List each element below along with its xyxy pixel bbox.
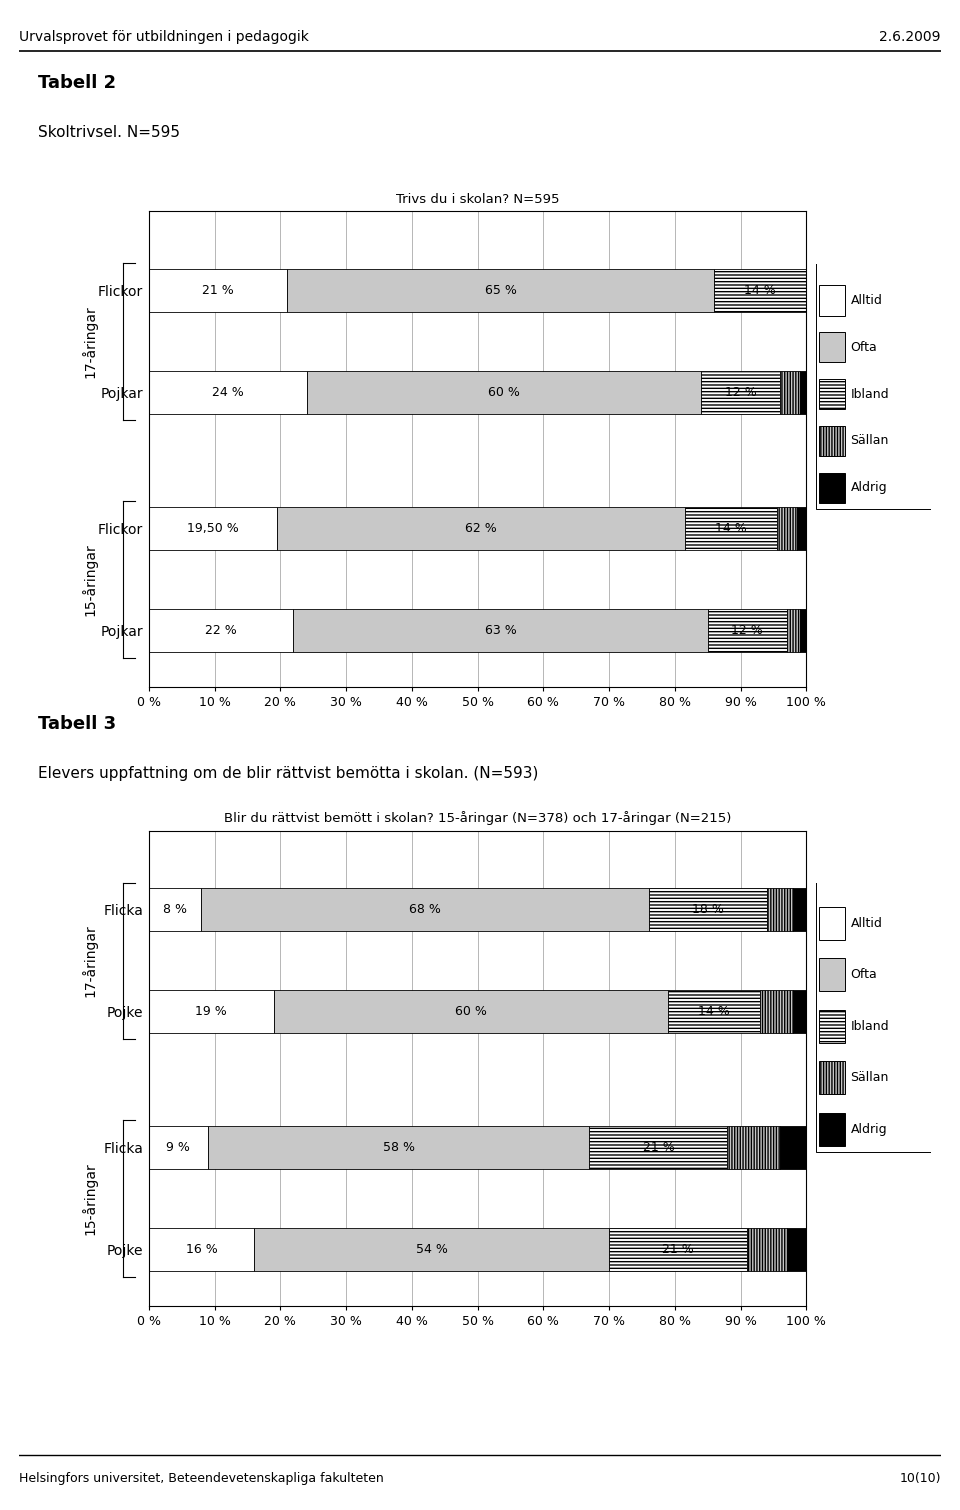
Bar xyxy=(701,371,780,414)
Text: 15-åringar: 15-åringar xyxy=(82,1163,98,1235)
Text: 21 %: 21 % xyxy=(662,1243,694,1256)
Bar xyxy=(820,332,845,362)
Bar xyxy=(208,1126,589,1169)
Text: 65 %: 65 % xyxy=(485,284,516,297)
Bar xyxy=(287,269,714,313)
Text: Alltid: Alltid xyxy=(851,294,882,307)
Bar xyxy=(820,285,845,316)
Text: 10(10): 10(10) xyxy=(900,1472,941,1486)
Text: 12 %: 12 % xyxy=(725,387,756,399)
Text: 58 %: 58 % xyxy=(383,1142,415,1154)
Bar xyxy=(149,507,277,550)
Bar xyxy=(254,1228,610,1271)
Text: 60 %: 60 % xyxy=(455,1006,487,1018)
Bar xyxy=(786,1228,806,1271)
Bar xyxy=(202,888,649,932)
Bar xyxy=(149,888,202,932)
Text: 63 %: 63 % xyxy=(485,624,516,637)
Text: 14 %: 14 % xyxy=(745,284,777,297)
Text: 15-åringar: 15-åringar xyxy=(82,544,98,616)
Bar xyxy=(816,882,931,1152)
Text: 62 %: 62 % xyxy=(465,522,496,535)
Bar xyxy=(649,888,767,932)
Bar xyxy=(149,1228,254,1271)
Bar xyxy=(274,991,668,1033)
Text: 22 %: 22 % xyxy=(205,624,237,637)
Bar xyxy=(277,507,684,550)
Title: Trivs du i skolan? N=595: Trivs du i skolan? N=595 xyxy=(396,193,560,205)
Bar xyxy=(793,888,806,932)
Text: 8 %: 8 % xyxy=(163,903,187,917)
Bar xyxy=(820,957,845,991)
Text: Ibland: Ibland xyxy=(851,388,889,400)
Bar xyxy=(610,1228,747,1271)
Text: 9 %: 9 % xyxy=(166,1142,190,1154)
Bar xyxy=(714,269,806,313)
Bar xyxy=(820,1062,845,1095)
Text: Alltid: Alltid xyxy=(851,917,882,930)
Text: 2.6.2009: 2.6.2009 xyxy=(879,30,941,44)
Text: 54 %: 54 % xyxy=(416,1243,447,1256)
Text: Ofta: Ofta xyxy=(851,341,877,353)
Text: Urvalsprovet för utbildningen i pedagogik: Urvalsprovet för utbildningen i pedagogi… xyxy=(19,30,309,44)
Text: 19,50 %: 19,50 % xyxy=(187,522,239,535)
Text: 24 %: 24 % xyxy=(212,387,244,399)
Text: Elevers uppfattning om de blir rättvist bemötta i skolan. (N=593): Elevers uppfattning om de blir rättvist … xyxy=(38,766,539,781)
Text: 60 %: 60 % xyxy=(488,387,520,399)
Bar xyxy=(820,379,845,409)
Text: 17-åringar: 17-åringar xyxy=(82,924,98,997)
Bar xyxy=(797,507,806,550)
Bar xyxy=(780,371,800,414)
Text: Sällan: Sällan xyxy=(851,1071,889,1084)
Text: 21 %: 21 % xyxy=(642,1142,674,1154)
Bar xyxy=(800,371,806,414)
Text: 14 %: 14 % xyxy=(699,1006,731,1018)
Bar xyxy=(684,507,777,550)
Bar xyxy=(820,1113,845,1146)
Bar xyxy=(777,507,797,550)
Bar xyxy=(820,473,845,503)
Bar xyxy=(816,263,931,509)
Bar xyxy=(306,371,701,414)
Text: 18 %: 18 % xyxy=(692,903,724,917)
Bar xyxy=(294,609,708,652)
Bar xyxy=(800,609,806,652)
Bar xyxy=(149,609,294,652)
Text: Sällan: Sällan xyxy=(851,435,889,447)
Bar xyxy=(820,1010,845,1043)
Bar xyxy=(760,991,793,1033)
Bar xyxy=(780,1126,806,1169)
Bar xyxy=(793,991,806,1033)
Bar xyxy=(149,1126,208,1169)
Text: 12 %: 12 % xyxy=(732,624,763,637)
Text: Skoltrivsel. N=595: Skoltrivsel. N=595 xyxy=(38,125,180,139)
Text: 68 %: 68 % xyxy=(409,903,441,917)
Bar xyxy=(767,888,793,932)
Bar xyxy=(149,371,306,414)
Text: 17-åringar: 17-åringar xyxy=(82,305,98,378)
Text: 14 %: 14 % xyxy=(715,522,747,535)
Text: Tabell 3: Tabell 3 xyxy=(38,716,116,734)
Text: Ofta: Ofta xyxy=(851,968,877,982)
Bar xyxy=(786,609,800,652)
Bar xyxy=(820,906,845,939)
Bar xyxy=(149,991,274,1033)
Bar xyxy=(149,269,287,313)
Text: Helsingfors universitet, Beteendevetenskapliga fakulteten: Helsingfors universitet, Beteendevetensk… xyxy=(19,1472,384,1486)
Bar xyxy=(708,609,786,652)
Text: Aldrig: Aldrig xyxy=(851,1122,887,1136)
Text: Ibland: Ibland xyxy=(851,1019,889,1033)
Title: Blir du rättvist bemött i skolan? 15-åringar (N=378) och 17-åringar (N=215): Blir du rättvist bemött i skolan? 15-åri… xyxy=(224,811,732,824)
Text: 21 %: 21 % xyxy=(202,284,233,297)
Bar xyxy=(668,991,760,1033)
Text: 16 %: 16 % xyxy=(185,1243,217,1256)
Bar xyxy=(589,1126,728,1169)
Text: Tabell 2: Tabell 2 xyxy=(38,74,116,92)
Bar xyxy=(747,1228,786,1271)
Text: 19 %: 19 % xyxy=(196,1006,228,1018)
Bar xyxy=(728,1126,780,1169)
Text: Aldrig: Aldrig xyxy=(851,482,887,494)
Bar xyxy=(820,426,845,456)
